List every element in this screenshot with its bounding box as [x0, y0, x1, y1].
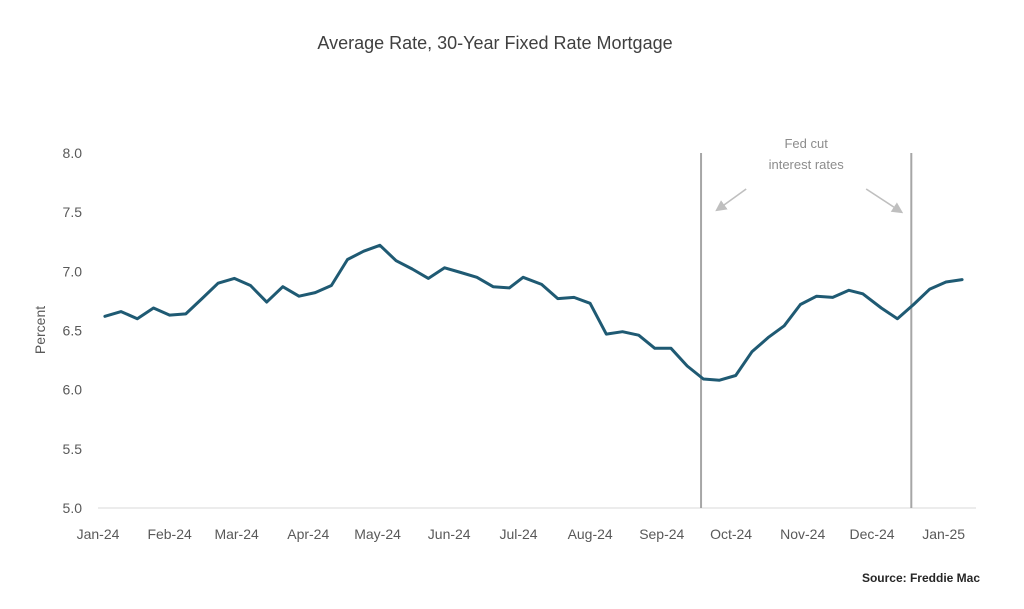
data-point	[184, 312, 187, 316]
data-point	[491, 285, 495, 288]
data-point	[669, 347, 673, 350]
data-point	[766, 336, 770, 339]
fed-cut-annotation: Fed cut interest rates	[700, 136, 913, 508]
data-point	[928, 287, 931, 291]
data-point	[880, 306, 883, 310]
data-point	[556, 297, 559, 300]
data-point	[427, 277, 430, 280]
data-point	[521, 276, 525, 279]
x-tick-label: Jun-24	[428, 526, 471, 542]
data-point	[686, 364, 689, 368]
x-axis-ticks: Jan-24 Feb-24 Mar-24 Apr-24 May-24 Jun-24 Jul-…	[77, 526, 966, 542]
data-point	[346, 258, 349, 261]
fed-cut-right-arrow	[865, 188, 904, 214]
y-tick-label: 6.0	[63, 382, 83, 398]
data-point	[508, 286, 511, 290]
data-point	[168, 313, 171, 317]
data-point	[411, 267, 414, 271]
data-point	[896, 317, 899, 320]
data-point	[718, 379, 721, 382]
data-point	[750, 350, 754, 353]
data-point	[621, 330, 624, 333]
data-point	[572, 296, 576, 299]
data-point	[152, 306, 155, 310]
data-point	[443, 266, 446, 269]
x-tick-label: May-24	[354, 526, 401, 542]
y-tick-label: 7.5	[63, 204, 83, 220]
y-tick-label: 5.5	[63, 441, 83, 457]
x-tick-label: Apr-24	[287, 526, 329, 542]
x-tick-label: Jul-24	[499, 526, 537, 542]
x-tick-label: Feb-24	[147, 526, 192, 542]
data-point	[281, 285, 284, 288]
data-point	[200, 297, 204, 300]
data-point	[216, 282, 220, 285]
data-point	[831, 296, 834, 299]
y-tick-label: 7.0	[63, 263, 83, 279]
data-point	[861, 292, 864, 295]
data-point	[605, 332, 608, 336]
data-point	[297, 295, 301, 298]
data-point	[847, 289, 851, 292]
annotation-text-line2: interest rates	[769, 157, 845, 172]
data-point	[912, 303, 915, 306]
data-point	[475, 276, 479, 279]
data-point	[394, 259, 398, 262]
x-tick-label: Jan-25	[922, 526, 965, 542]
data-point	[378, 244, 382, 247]
x-tick-label: Mar-24	[214, 526, 259, 542]
data-point	[540, 283, 543, 286]
x-tick-label: Sep-24	[639, 526, 684, 542]
x-tick-label: Aug-24	[568, 526, 613, 542]
data-point	[119, 310, 123, 313]
x-tick-label: Jan-24	[77, 526, 120, 542]
x-tick-label: Nov-24	[780, 526, 825, 542]
y-tick-label: 5.0	[63, 500, 83, 516]
data-point	[702, 377, 705, 381]
data-point	[249, 284, 252, 287]
data-point	[314, 291, 317, 294]
data-point	[637, 334, 640, 337]
data-point	[136, 317, 139, 320]
data-point	[783, 324, 786, 327]
y-axis-ticks: 5.0 5.5 6.0 6.5 7.0 7.5 8.0	[63, 145, 83, 516]
x-tick-label: Oct-24	[710, 526, 752, 542]
data-point	[588, 302, 592, 305]
data-point	[960, 278, 964, 281]
data-point	[330, 284, 333, 287]
data-point	[944, 280, 948, 284]
data-point	[459, 271, 462, 274]
series-line	[103, 243, 964, 382]
y-tick-label: 6.5	[63, 323, 83, 339]
fed-cut-left-arrow	[715, 188, 747, 212]
y-axis-label: Percent	[32, 306, 48, 354]
data-point	[734, 374, 737, 377]
annotation-text-line1: Fed cut	[784, 136, 828, 151]
data-point	[265, 300, 268, 304]
source-note: Source: Freddie Mac	[861, 571, 980, 585]
data-point	[799, 303, 802, 306]
y-tick-label: 8.0	[63, 145, 83, 161]
data-point	[815, 295, 818, 298]
x-tick-label: Dec-24	[849, 526, 894, 542]
data-point	[233, 277, 236, 280]
data-point	[653, 347, 656, 350]
data-point	[103, 315, 107, 318]
chart-title: Average Rate, 30-Year Fixed Rate Mortgag…	[317, 33, 673, 53]
series-points	[103, 244, 964, 382]
data-point	[362, 250, 365, 253]
